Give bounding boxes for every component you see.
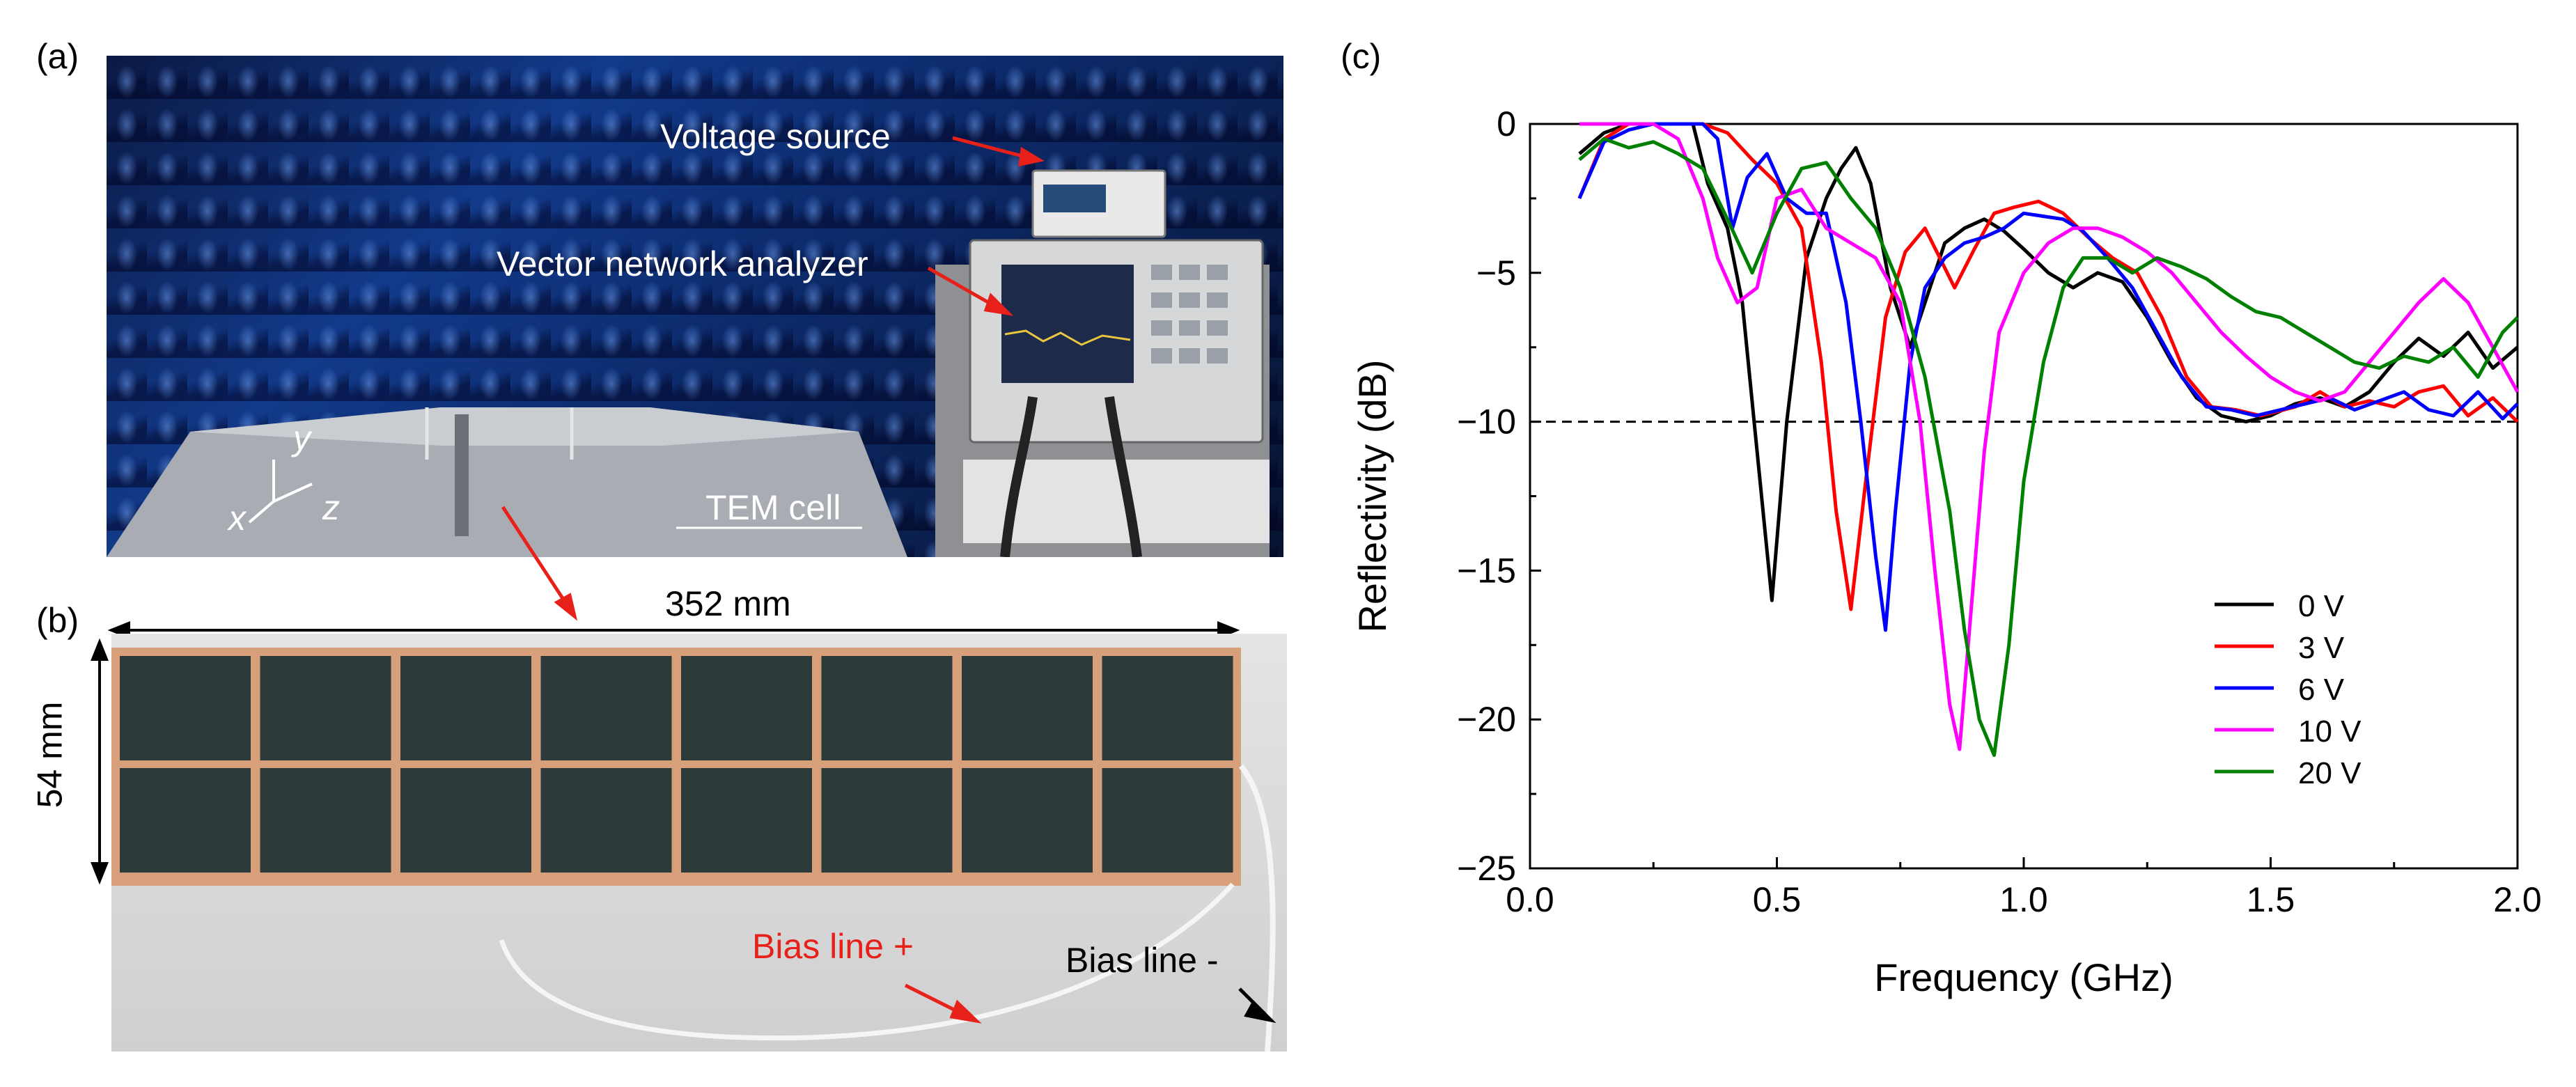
x-tick-label: 0.5: [1753, 880, 1802, 919]
metasurface-tile: [1102, 768, 1233, 873]
panel-c-label: (c): [1341, 37, 1382, 76]
metasurface-tile: [120, 768, 251, 873]
rf-cable-2: [1104, 396, 1142, 557]
metasurface-tile: [1102, 656, 1233, 760]
tem-cell: [107, 407, 907, 557]
x-tick-label: 1.5: [2247, 880, 2295, 919]
x-axis-label: Frequency (GHz): [1874, 955, 2173, 999]
bias-wire-minus: [1238, 764, 1276, 1051]
metasurface-tile: [400, 768, 531, 873]
y-tick-label: −10: [1457, 402, 1516, 441]
tile-grid: [120, 656, 1233, 873]
coordinate-axes: [248, 460, 313, 524]
y-axis-label: Reflectivity (dB): [1350, 359, 1394, 632]
bias-minus-label: Bias line -: [1065, 941, 1219, 980]
y-tick-label: −5: [1476, 253, 1516, 292]
sample-under-test: [455, 414, 469, 536]
x-tick-label: 2.0: [2493, 880, 2542, 919]
vna-label: Vector network analyzer: [497, 244, 868, 283]
metasurface-tile: [540, 768, 672, 873]
width-dimension-label: 352 mm: [665, 584, 791, 623]
measurement-setup-photo: Voltage source Vector network analyzer T…: [107, 56, 1283, 557]
legend-label: 3 V: [2298, 631, 2345, 665]
x-tick-label: 0.0: [1506, 880, 1554, 919]
legend-label: 6 V: [2298, 673, 2345, 707]
x-tick-label: 1.0: [1999, 880, 2048, 919]
metasurface-tile: [260, 656, 391, 760]
series-line: [1578, 122, 2519, 602]
metasurface-tile: [681, 656, 812, 760]
legend-label: 20 V: [2298, 756, 2362, 790]
bias-plus-label: Bias line +: [752, 927, 914, 966]
panel-a-label: (a): [36, 37, 79, 76]
panel-b-label: (b): [36, 601, 79, 640]
axis-x-label: x: [228, 499, 246, 538]
rf-cable-1: [1000, 396, 1038, 557]
setup-illustration: [107, 136, 1270, 557]
metasurface-tile: [400, 656, 531, 760]
bias-wire-plus: [499, 882, 1235, 1041]
metasurface-sample-photo: Bias line + Bias line -: [111, 634, 1287, 1051]
metasurface-tile: [821, 656, 953, 760]
series-line: [1577, 122, 2519, 632]
sample-illustration: [111, 648, 1277, 1051]
vna-screen: [1001, 265, 1134, 383]
tem-cell-label: TEM cell: [705, 488, 841, 527]
y-tick-label: −25: [1457, 849, 1516, 888]
series-line: [1578, 136, 2519, 757]
y-tick-label: 0: [1497, 104, 1516, 143]
voltage-source-label: Voltage source: [660, 117, 891, 156]
y-tick-label: −15: [1457, 551, 1516, 590]
metasurface-tile: [540, 656, 672, 760]
legend-label: 10 V: [2298, 714, 2362, 749]
arrow-voltage-source: [952, 136, 1033, 161]
y-tick-label: −20: [1457, 700, 1516, 739]
axis-y-label: y: [293, 419, 311, 458]
metasurface-tile: [821, 768, 953, 873]
metasurface-tile: [120, 656, 251, 760]
metasurface-tile: [962, 768, 1093, 873]
legend-label: 0 V: [2298, 589, 2345, 623]
metasurface-tile: [681, 768, 812, 873]
series-line: [1579, 122, 2520, 751]
metasurface-tile: [260, 768, 391, 873]
metasurface-tile: [962, 656, 1093, 760]
axis-z-label: z: [322, 488, 340, 527]
